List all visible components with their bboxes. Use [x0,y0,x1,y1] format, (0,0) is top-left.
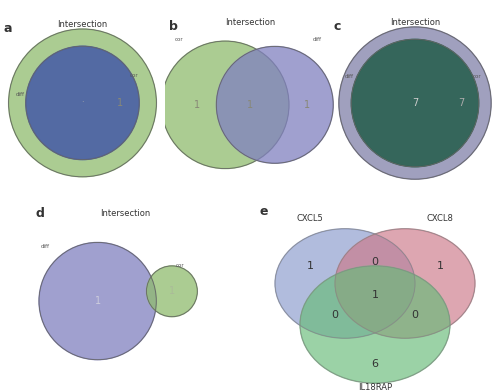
Circle shape [26,46,139,160]
Text: CXCL8: CXCL8 [426,214,454,224]
Text: 0: 0 [412,310,418,320]
Text: 1: 1 [306,261,314,271]
Circle shape [351,39,479,167]
Circle shape [8,29,156,177]
Text: IL18RAP: IL18RAP [358,382,392,391]
Text: a: a [4,22,12,35]
Text: Intersection: Intersection [390,18,440,27]
Text: 1: 1 [436,261,444,271]
Circle shape [146,266,198,317]
Text: 7: 7 [412,98,418,108]
Text: 1: 1 [194,100,200,110]
Text: diff: diff [40,244,50,249]
Text: cor: cor [176,264,184,268]
Text: Intersection: Intersection [225,18,275,27]
Text: 0: 0 [372,257,378,267]
Text: cor: cor [175,37,184,42]
Text: CXCL5: CXCL5 [296,214,324,224]
Text: Intersection: Intersection [58,20,108,29]
Circle shape [39,242,156,360]
Text: e: e [260,205,268,218]
Circle shape [300,266,450,383]
Text: ·: · [81,99,84,108]
Text: 1: 1 [94,296,100,306]
Circle shape [162,41,289,169]
Text: diff: diff [345,74,354,79]
Text: c: c [334,20,341,33]
Text: cor: cor [472,74,482,79]
Text: 1: 1 [247,100,253,110]
Text: 1: 1 [372,290,378,300]
Text: b: b [168,20,177,33]
Text: 0: 0 [332,310,338,320]
Circle shape [216,47,333,163]
Text: Intersection: Intersection [100,209,150,218]
Text: 1: 1 [117,98,123,108]
Text: diff: diff [313,37,322,42]
Text: 1: 1 [169,286,175,296]
Text: cor: cor [130,73,138,78]
Text: 7: 7 [458,98,464,108]
Text: d: d [35,207,44,220]
Text: 1: 1 [304,100,310,110]
Circle shape [275,229,415,338]
Circle shape [335,229,475,338]
Text: 6: 6 [372,359,378,369]
Text: diff: diff [16,92,25,97]
Circle shape [339,27,491,179]
